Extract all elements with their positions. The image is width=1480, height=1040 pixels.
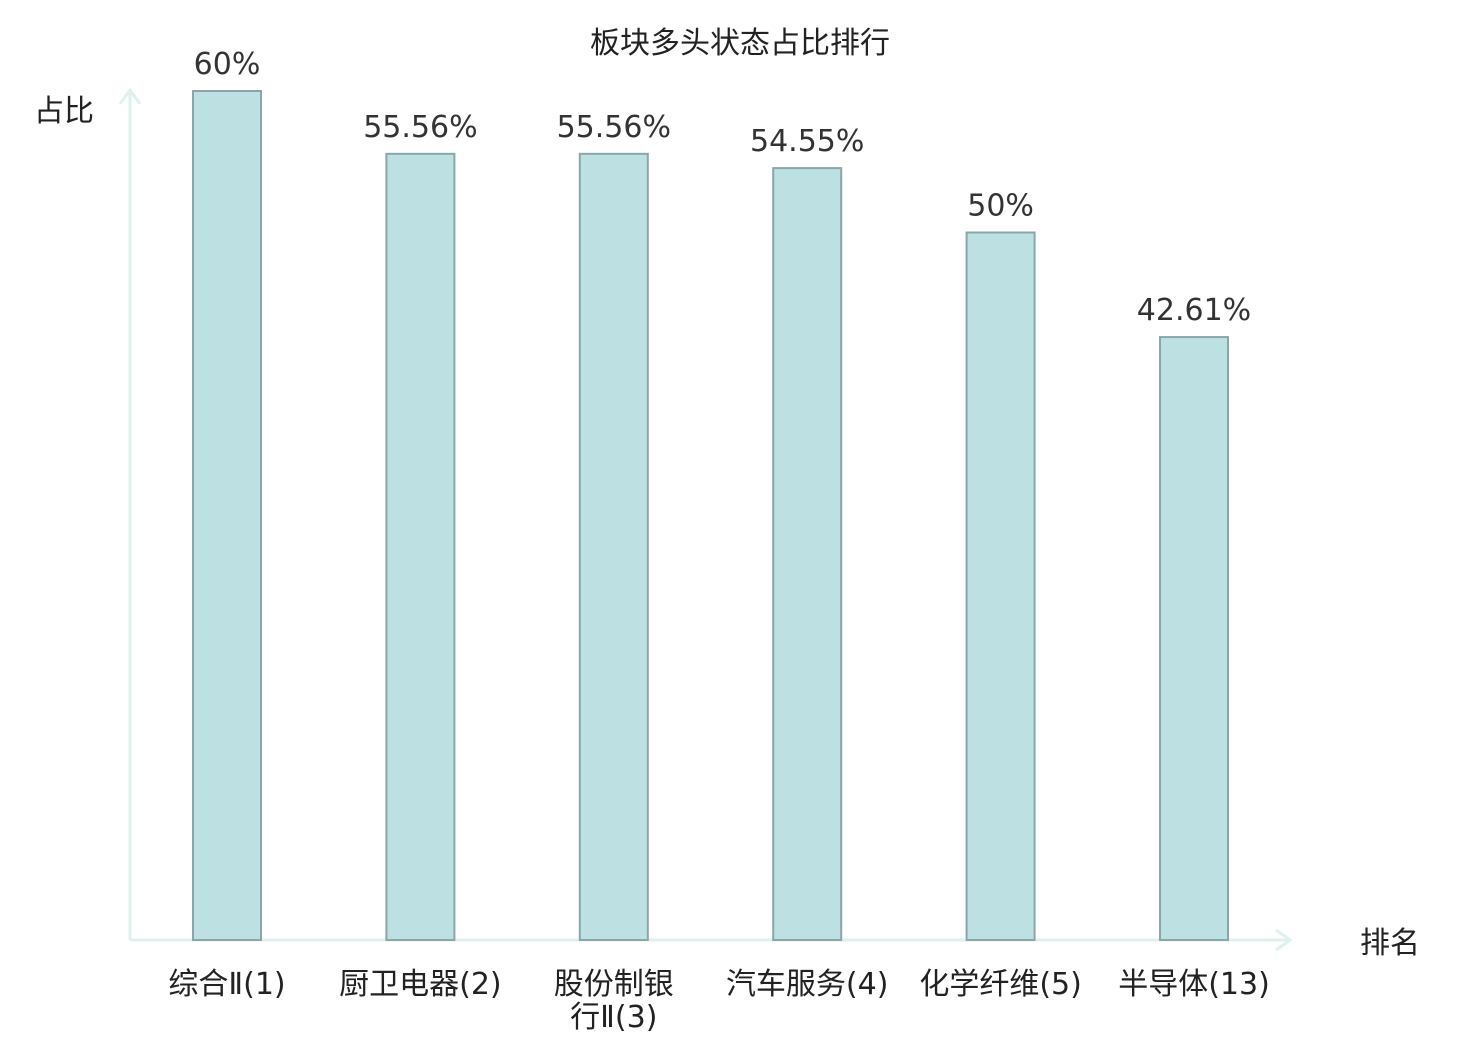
x-tick-label: 半导体(13) <box>1118 967 1270 1002</box>
chart-title: 板块多头状态占比排行 <box>590 26 890 61</box>
bar <box>772 167 843 941</box>
data-label: 42.61% <box>1137 293 1251 328</box>
x-axis-label: 排名 <box>1360 926 1420 961</box>
x-tick-label: 股份制银 <box>554 967 674 1002</box>
x-tick-label: 综合Ⅱ(1) <box>168 967 285 1002</box>
data-label: 54.55% <box>750 124 864 159</box>
x-axis-arrow <box>1275 928 1293 952</box>
bar <box>965 231 1036 941</box>
x-tick-label: 化学纤维(5) <box>919 967 1082 1002</box>
x-tick-label: 行Ⅱ(3) <box>570 1000 657 1035</box>
data-label: 60% <box>194 47 261 82</box>
x-tick-label: 厨卫电器(2) <box>339 967 502 1002</box>
bar <box>1159 336 1229 942</box>
data-label: 55.56% <box>363 110 477 145</box>
bar <box>385 152 456 942</box>
y-axis-label: 占比 <box>34 94 94 129</box>
data-label: 55.56% <box>557 110 671 145</box>
bars-group <box>192 90 1229 942</box>
y-axis-arrow <box>118 87 142 105</box>
bar <box>578 152 649 942</box>
x-tick-label: 汽车服务(4) <box>726 967 889 1002</box>
bar <box>192 90 262 941</box>
data-label: 50% <box>967 189 1034 224</box>
value-labels-group: 60% 55.56% 55.56% 54.55% 50% 42.61% <box>194 47 1252 328</box>
axes <box>118 87 1293 952</box>
